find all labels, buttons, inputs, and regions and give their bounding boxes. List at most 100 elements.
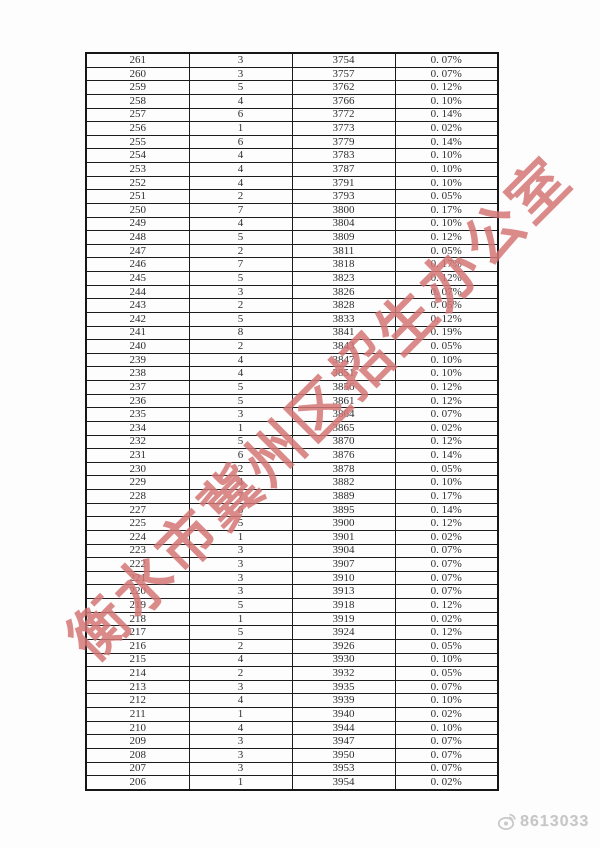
count-cell: 2 (188, 339, 293, 354)
cumulative-count-cell: 3833 (291, 311, 396, 327)
table-row: 248 5 3809 0. 12% (85, 230, 499, 245)
footer-brand: 8613033 (496, 812, 589, 831)
percent-cell: 0. 17% (394, 489, 499, 504)
count-cell: 1 (188, 420, 293, 436)
count-cell: 4 (188, 93, 293, 109)
cumulative-count-cell: 3818 (291, 257, 396, 273)
table-row: 245 5 3823 0. 12% (85, 271, 499, 286)
count-cell: 8 (188, 325, 293, 341)
table-row: 212 4 3939 0. 10% (85, 693, 499, 709)
count-cell: 3 (188, 543, 293, 559)
count-cell: 1 (188, 529, 293, 545)
cumulative-count-cell: 3882 (291, 475, 396, 491)
cumulative-count-cell: 3954 (291, 775, 396, 791)
table-row: 253 4 3787 0. 10% (85, 162, 499, 177)
count-cell: 7 (188, 489, 293, 504)
score-cell: 245 (85, 271, 190, 286)
cumulative-count-cell: 3900 (291, 516, 396, 531)
cumulative-count-cell: 3904 (291, 543, 396, 559)
score-cell: 215 (85, 652, 190, 668)
score-cell: 224 (85, 529, 190, 545)
percent-cell: 0. 07% (394, 734, 499, 749)
table-row: 256 1 3773 0. 02% (85, 121, 499, 136)
cumulative-count-cell: 3940 (291, 707, 396, 722)
table-row: 257 6 3772 0. 14% (85, 107, 499, 123)
percent-cell: 0. 05% (394, 243, 499, 259)
table-row: 214 2 3932 0. 05% (85, 666, 499, 681)
count-cell: 4 (188, 175, 293, 191)
percent-cell: 0. 02% (394, 420, 499, 436)
table-row: 239 4 3847 0. 10% (85, 352, 499, 368)
count-cell: 3 (188, 557, 293, 572)
score-cell: 230 (85, 461, 190, 477)
score-cell: 246 (85, 257, 190, 273)
cumulative-count-cell: 3841 (291, 325, 396, 341)
percent-cell: 0. 10% (394, 652, 499, 668)
cumulative-count-cell: 3950 (291, 747, 396, 763)
table-row: 227 6 3895 0. 14% (85, 502, 499, 518)
percent-cell: 0. 12% (394, 311, 499, 327)
score-cell: 222 (85, 557, 190, 572)
count-cell: 4 (188, 366, 293, 382)
percent-cell: 0. 07% (394, 679, 499, 695)
cumulative-count-cell: 3864 (291, 407, 396, 422)
table-row: 208 3 3950 0. 07% (85, 747, 499, 763)
score-distribution-table: 261 3 3754 0. 07% 260 3 3757 0. 07% 259 5 3762 0. 1… (85, 52, 499, 791)
weibo-icon (496, 812, 517, 831)
count-cell: 5 (188, 434, 293, 450)
table-row: 244 3 3826 0. 07% (85, 284, 499, 300)
percent-cell: 0. 07% (394, 761, 499, 777)
count-cell: 4 (188, 475, 293, 491)
score-cell: 259 (85, 80, 190, 95)
percent-cell: 0. 10% (394, 693, 499, 709)
score-cell: 239 (85, 352, 190, 368)
table-row: 224 1 3901 0. 02% (85, 529, 499, 545)
score-cell: 217 (85, 625, 190, 640)
table-row: 210 4 3944 0. 10% (85, 720, 499, 736)
count-cell: 4 (188, 693, 293, 709)
cumulative-count-cell: 3773 (291, 121, 396, 136)
table-row: 246 7 3818 0. 17% (85, 257, 499, 273)
count-cell: 3 (188, 584, 293, 600)
score-cell: 260 (85, 66, 190, 82)
table-row: 207 3 3953 0. 07% (85, 761, 499, 777)
cumulative-count-cell: 3783 (291, 148, 396, 164)
count-cell: 4 (188, 162, 293, 177)
cumulative-count-cell: 3924 (291, 625, 396, 640)
count-cell: 5 (188, 625, 293, 640)
table-row: 249 4 3804 0. 10% (85, 216, 499, 232)
count-cell: 3 (188, 747, 293, 763)
count-cell: 3 (188, 570, 293, 586)
percent-cell: 0. 12% (394, 598, 499, 613)
table-row: 206 1 3954 0. 02% (85, 775, 499, 791)
cumulative-count-cell: 3947 (291, 734, 396, 749)
count-cell: 6 (188, 448, 293, 463)
percent-cell: 0. 02% (394, 707, 499, 722)
count-cell: 4 (188, 720, 293, 736)
table-row: 215 4 3930 0. 10% (85, 652, 499, 668)
score-cell: 243 (85, 298, 190, 313)
percent-cell: 0. 07% (394, 284, 499, 300)
table-row: 230 2 3878 0. 05% (85, 461, 499, 477)
score-cell: 257 (85, 107, 190, 123)
score-cell: 219 (85, 598, 190, 613)
table-row: 255 6 3779 0. 14% (85, 134, 499, 150)
cumulative-count-cell: 3766 (291, 93, 396, 109)
percent-cell: 0. 07% (394, 407, 499, 422)
cumulative-count-cell: 3772 (291, 107, 396, 123)
score-cell: 244 (85, 284, 190, 300)
table-row: 220 3 3913 0. 07% (85, 584, 499, 600)
table-row: 229 4 3882 0. 10% (85, 475, 499, 491)
count-cell: 5 (188, 516, 293, 531)
table-row: 252 4 3791 0. 10% (85, 175, 499, 191)
cumulative-count-cell: 3895 (291, 502, 396, 518)
cumulative-count-cell: 3843 (291, 339, 396, 354)
cumulative-count-cell: 3861 (291, 393, 396, 409)
count-cell: 5 (188, 271, 293, 286)
cumulative-count-cell: 3907 (291, 557, 396, 572)
cumulative-count-cell: 3804 (291, 216, 396, 232)
score-cell: 212 (85, 693, 190, 709)
table-row: 235 3 3864 0. 07% (85, 407, 499, 422)
table-row: 219 5 3918 0. 12% (85, 598, 499, 613)
score-cell: 248 (85, 230, 190, 245)
